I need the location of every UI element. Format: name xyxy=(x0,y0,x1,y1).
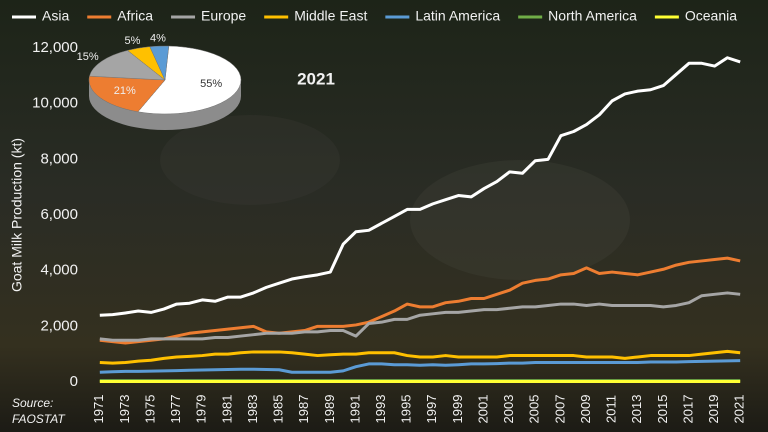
y-axis-label: Goat Milk Production (kt) xyxy=(9,138,25,292)
legend-label: Europe xyxy=(201,8,246,24)
x-tick-label: 1999 xyxy=(450,395,465,424)
y-tick-label: 12,000 xyxy=(32,39,78,56)
y-tick-label: 0 xyxy=(70,373,78,390)
legend-label: Africa xyxy=(117,8,153,24)
x-tick-label: 1983 xyxy=(245,395,260,424)
x-tick-label: 1975 xyxy=(142,395,157,424)
legend-label: Asia xyxy=(42,8,69,24)
pie-slice xyxy=(137,45,242,115)
x-tick-label: 2003 xyxy=(501,395,516,424)
x-tick-label: 2013 xyxy=(629,395,644,424)
legend: Asia Africa Europe Middle East Latin America… xyxy=(12,8,737,24)
x-tick-label: 2005 xyxy=(527,395,542,424)
background-goat xyxy=(410,160,630,280)
pie-label: 55% xyxy=(200,78,222,90)
pie-label: 21% xyxy=(114,85,136,97)
series-line xyxy=(99,56,741,317)
series-line xyxy=(99,359,741,374)
source-value: FAOSTAT xyxy=(12,412,66,426)
series-line xyxy=(99,291,741,342)
axes: 0 2,000 4,000 6,000 8,000 10,000 12,000 1971 197… xyxy=(32,39,747,423)
pie-title: 2021 xyxy=(297,69,335,88)
legend-label: Middle East xyxy=(294,8,367,24)
x-tick-label: 1989 xyxy=(322,395,337,424)
y-tick-label: 8,000 xyxy=(40,150,78,167)
series-line xyxy=(99,349,741,365)
x-tick-label: 2011 xyxy=(604,395,619,423)
x-tick-label: 1971 xyxy=(91,395,106,424)
x-tick-label: 1985 xyxy=(271,395,286,424)
y-tick-label: 4,000 xyxy=(40,262,78,279)
pie-label: 4% xyxy=(150,33,166,45)
x-tick-label: 2007 xyxy=(552,395,567,424)
pie-slice xyxy=(88,75,166,113)
x-tick-label: 1993 xyxy=(373,395,388,424)
legend-label: North America xyxy=(548,8,637,24)
x-tick-label: 1977 xyxy=(168,395,183,424)
series-line xyxy=(99,256,741,345)
x-tick-label: 2001 xyxy=(475,395,490,424)
y-tick-label: 2,000 xyxy=(40,317,78,334)
pie-slice xyxy=(89,50,166,81)
x-tick-label: 2019 xyxy=(706,395,721,424)
x-tick-label: 2017 xyxy=(680,395,695,424)
pie-chart: 55% 21% 15% 5% 4% 2021 xyxy=(77,33,335,130)
y-tick-label: 10,000 xyxy=(32,95,78,112)
x-tick-label: 1991 xyxy=(347,395,362,424)
pie-label: 15% xyxy=(77,51,99,63)
pie-label: 5% xyxy=(125,35,141,47)
legend-label: Latin America xyxy=(415,8,500,24)
pie-side xyxy=(89,80,241,130)
y-tick-label: 6,000 xyxy=(40,206,78,223)
pie-slice xyxy=(149,45,170,81)
x-tick-label: 1997 xyxy=(424,395,439,424)
x-tick-label: 1979 xyxy=(194,395,209,424)
background-goat xyxy=(160,115,340,205)
legend-label: Oceania xyxy=(685,8,737,24)
x-tick-label: 1987 xyxy=(296,395,311,424)
source-label: Source: xyxy=(12,396,53,410)
x-tick-label: 1973 xyxy=(117,395,132,424)
x-tick-label: 2015 xyxy=(655,395,670,424)
x-tick-label: 2021 xyxy=(732,395,747,424)
x-tick-label: 1981 xyxy=(219,395,234,424)
lines xyxy=(99,56,741,383)
x-tick-label: 2009 xyxy=(578,395,593,424)
x-tick-label: 1995 xyxy=(399,395,414,424)
